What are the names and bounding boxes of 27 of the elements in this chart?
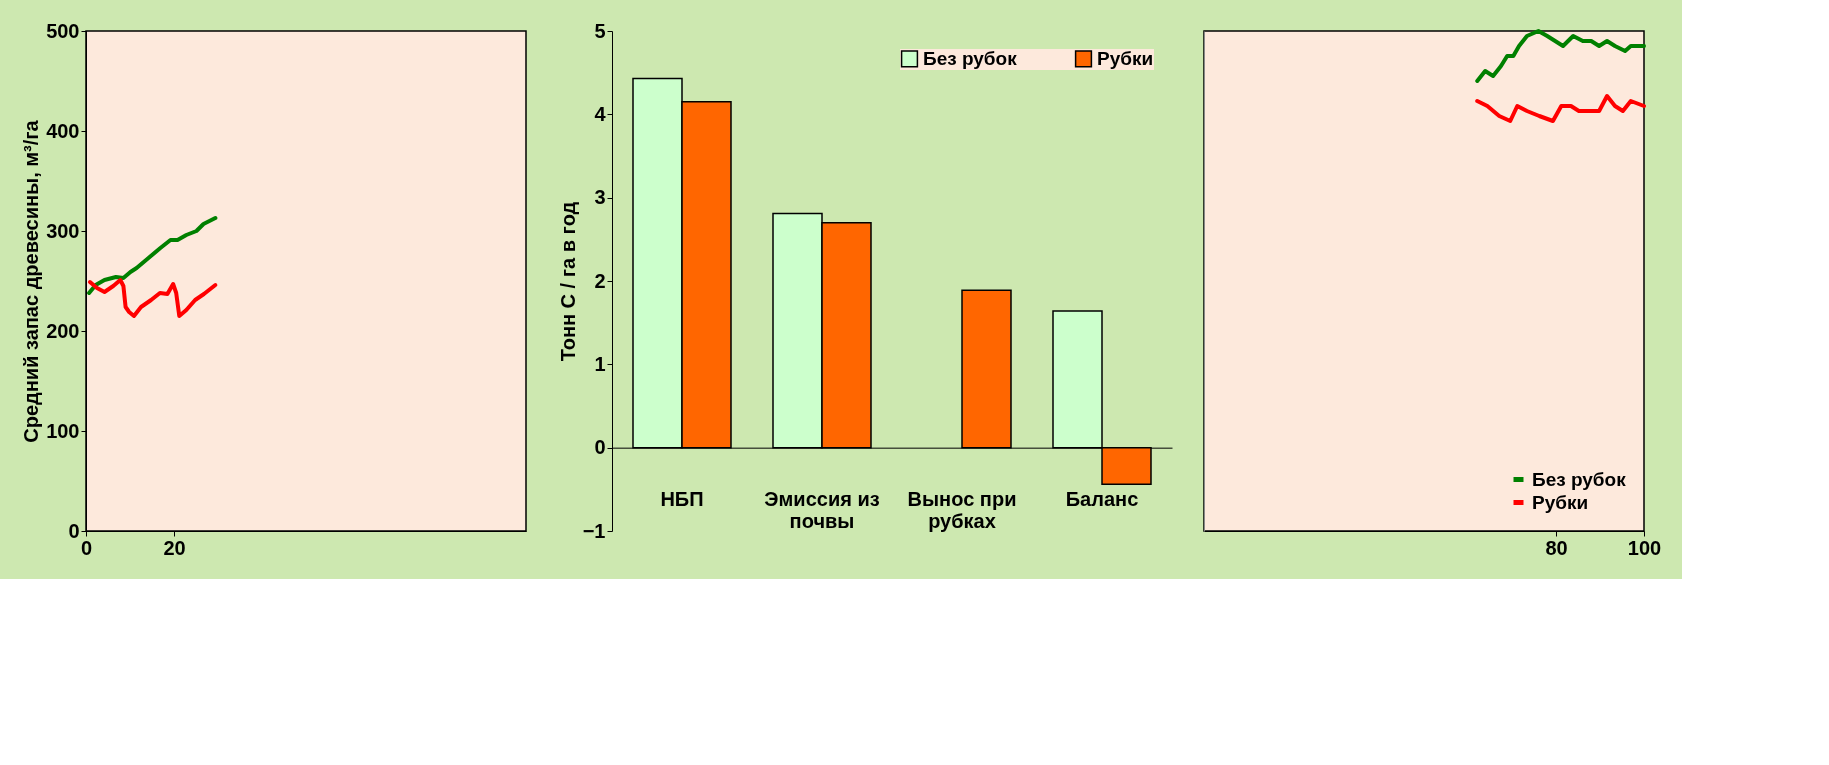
y-tick-label: 400 [46,119,80,142]
y-tick-label: −1 [582,519,606,542]
legend-label: Без рубок [923,47,1018,69]
x-tick-label: 80 [1545,536,1568,559]
y-axis-title: Тонн С / га в год [556,201,579,362]
y-tick-label: 3 [594,186,606,209]
y-tick-label: 5 [594,19,606,42]
y-tick-label: 2 [594,269,606,292]
y-axis-title: Средний запас древесины, м³/га [20,119,43,443]
x-tick-label: Баланс [1065,488,1139,511]
x-tick-label: НБП [660,488,704,511]
y-tick-label: 1 [594,352,606,375]
y-tick-label: 4 [594,102,607,125]
legend-label: Без рубок [1532,468,1627,490]
legend-label: Рубки [1532,491,1589,513]
legend-label: Рубки [1097,47,1154,69]
y-tick-label: 200 [46,319,80,342]
y-tick-label: 300 [46,219,80,242]
x-tick-label: Эмиссия из почвы [764,488,880,533]
line-series [87,278,218,318]
x-tick-label: Вынос при рубках [907,488,1017,533]
y-tick-label: 100 [46,419,80,442]
line-series [87,216,218,295]
x-tick-label: 20 [163,536,186,559]
x-tick-label: 100 [1627,536,1662,559]
y-tick-label: 0 [594,436,606,459]
y-tick-label: 500 [46,19,80,42]
